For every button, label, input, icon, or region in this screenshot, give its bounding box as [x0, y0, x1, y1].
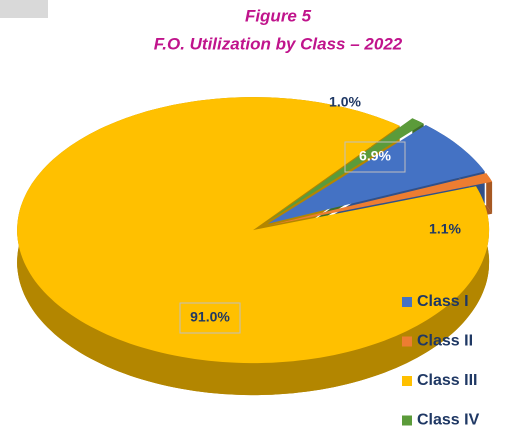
slice [267, 125, 485, 224]
slice-side [486, 173, 493, 214]
labels: 6.9% 1.1% 91.0% 1.0% Class I Class II Class II… [179, 94, 480, 429]
legend-swatch [402, 336, 412, 347]
pie [17, 97, 493, 396]
legend-label: Class II [417, 333, 473, 350]
legend-label: Class IV [417, 412, 480, 429]
value-label: 1.0% [329, 94, 361, 110]
legend-swatch [402, 415, 412, 426]
legend-label: Class I [417, 293, 469, 310]
chart-subtitle: F.O. Utilization by Class – 2022 [154, 34, 403, 53]
chart-title: Figure 5 [245, 6, 312, 25]
legend-label: Class III [417, 372, 477, 389]
slice [17, 97, 490, 364]
value-label: 91.0% [190, 309, 230, 325]
slice [269, 173, 493, 226]
legend-swatch [402, 297, 412, 307]
value-label: 1.1% [429, 221, 461, 237]
legend-swatch [402, 376, 412, 386]
label-box [179, 302, 241, 334]
corner-box [0, 0, 48, 18]
label-box [344, 141, 406, 173]
value-label: 6.9% [359, 148, 391, 164]
